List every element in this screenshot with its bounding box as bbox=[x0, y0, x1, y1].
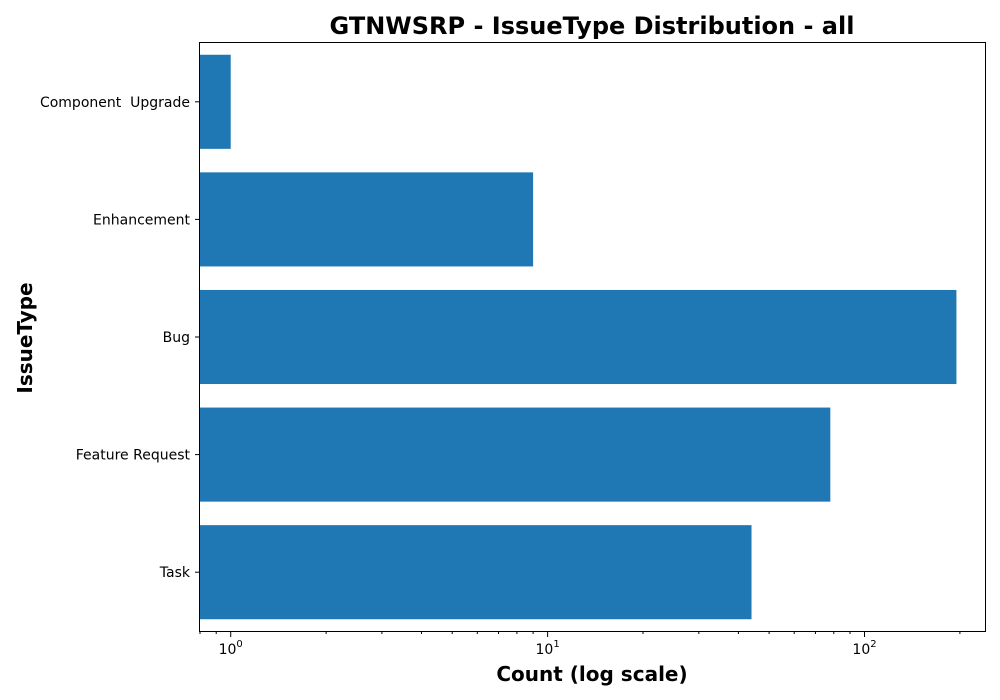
y-tick-label: Task bbox=[159, 565, 191, 581]
y-tick-label: Bug bbox=[163, 330, 190, 346]
plot-frame bbox=[199, 42, 986, 632]
plot-area: Component Upgrade Enhancement Bug Feature R… bbox=[40, 54, 961, 658]
x-tick-label: 102 bbox=[852, 639, 876, 658]
bar-bug bbox=[200, 289, 957, 385]
y-tick-label: Feature Request bbox=[76, 448, 191, 464]
bar-task bbox=[200, 525, 752, 620]
y-axis-label: IssueType bbox=[13, 282, 37, 393]
chart-title: GTNWSRP - IssueType Distribution - all bbox=[330, 12, 855, 40]
bar-component-upgrade bbox=[200, 54, 231, 149]
bar-enhancement bbox=[200, 172, 534, 267]
y-tick-label: Enhancement bbox=[93, 212, 190, 228]
x-axis-label: Count (log scale) bbox=[496, 662, 687, 686]
x-tick-label: 100 bbox=[219, 639, 243, 658]
bar-feature-request bbox=[200, 407, 831, 502]
x-tick-label: 101 bbox=[536, 639, 560, 658]
y-tick-label: Component Upgrade bbox=[40, 95, 190, 111]
